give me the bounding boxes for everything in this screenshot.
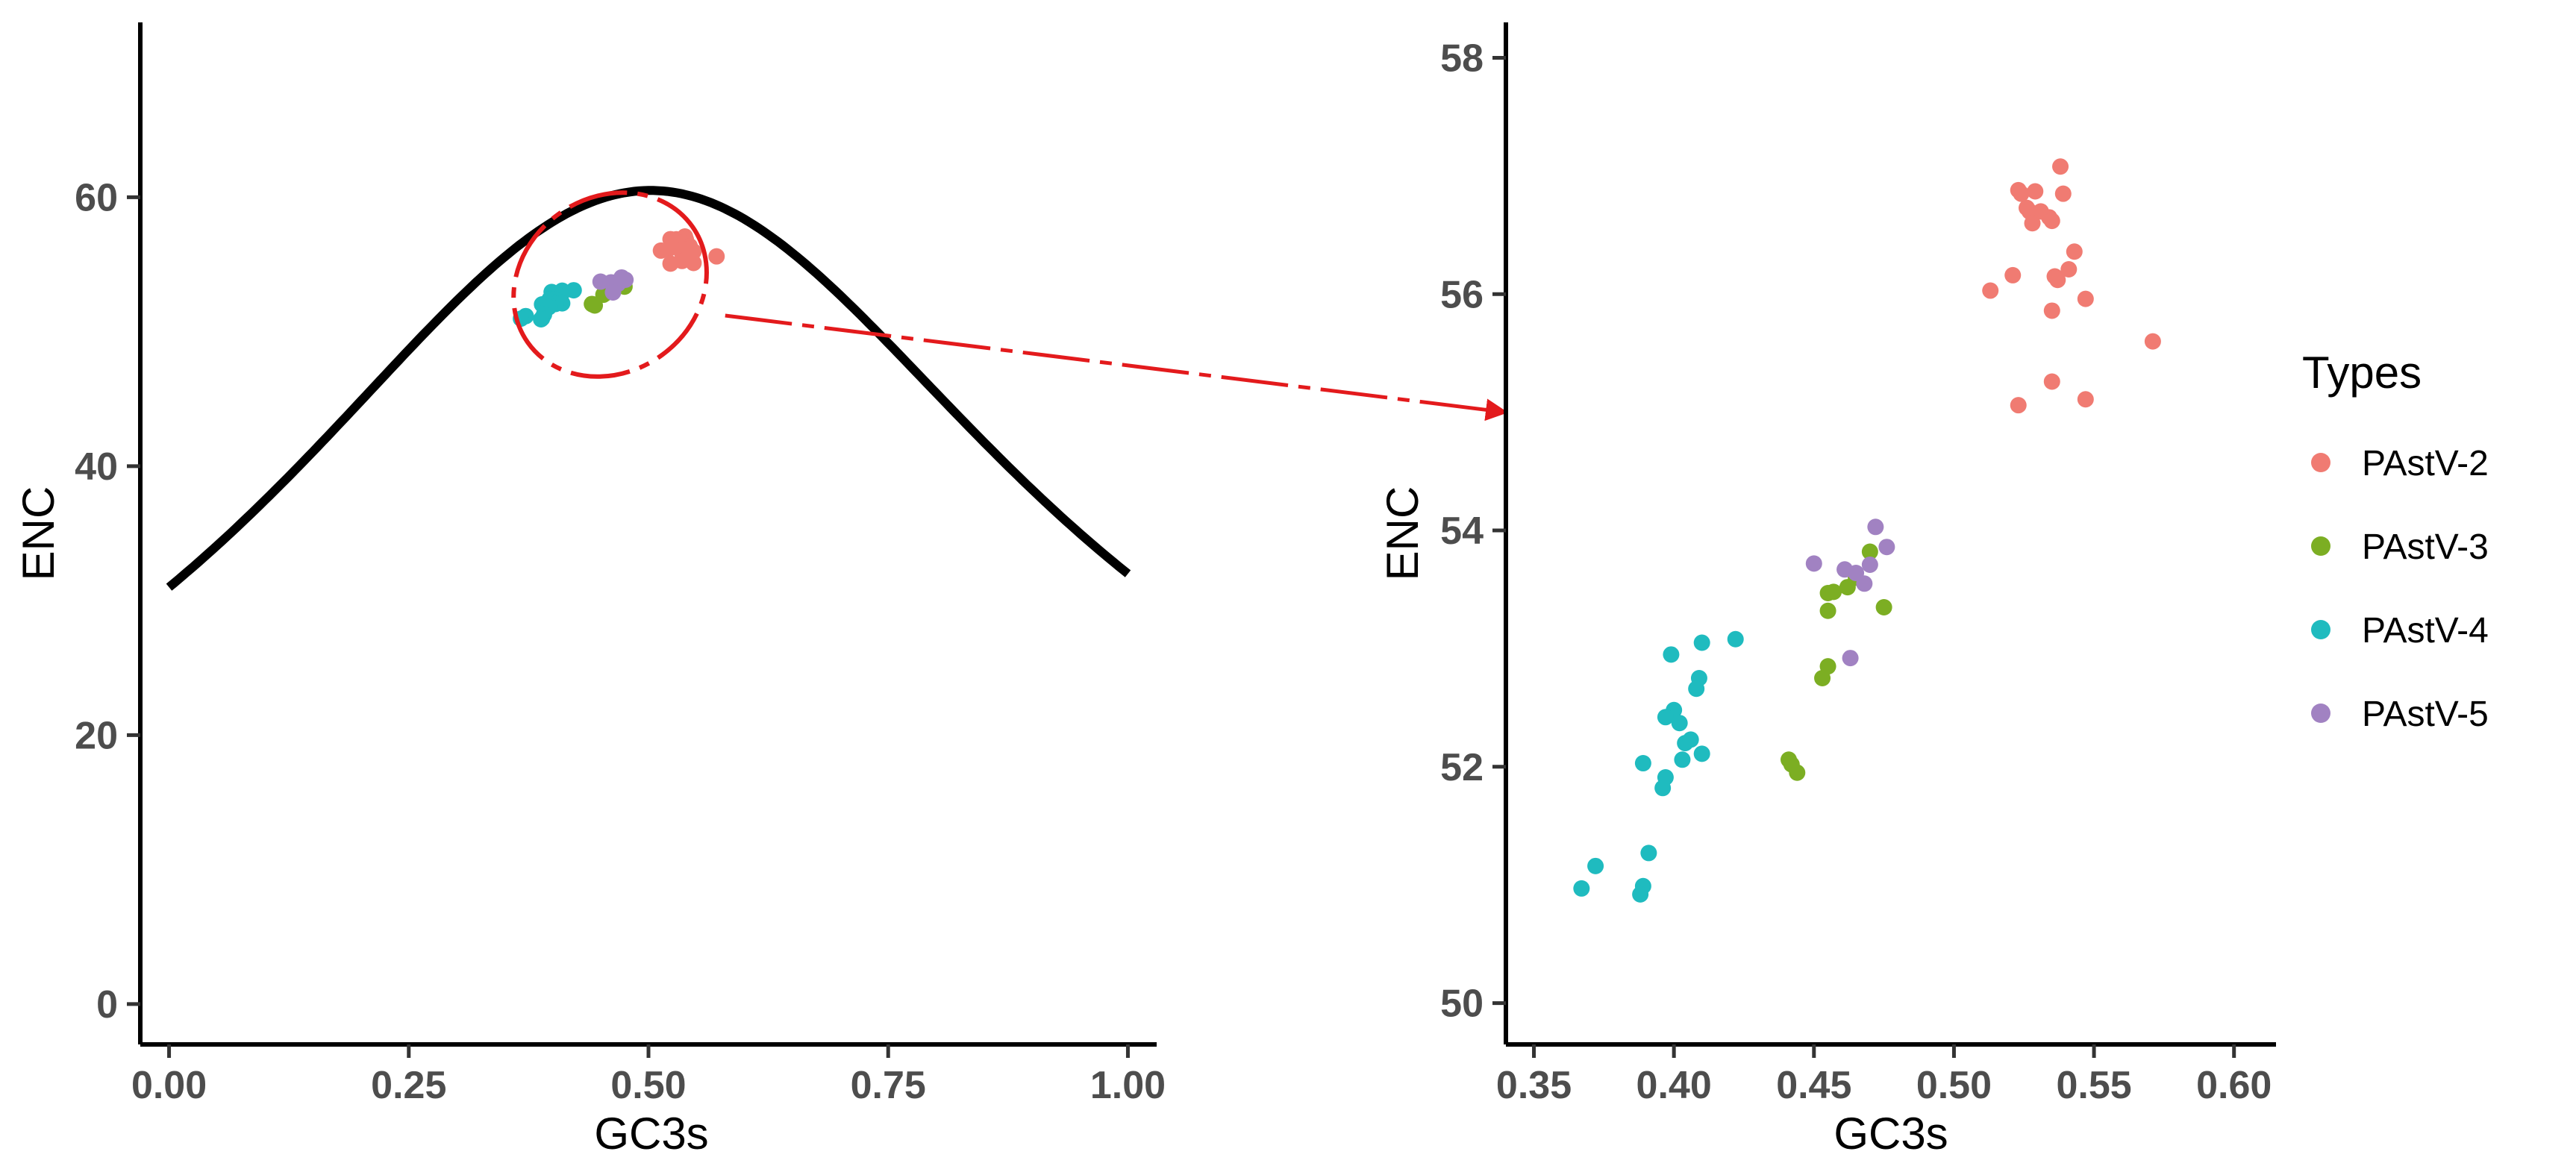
panel-2-point-pastv-2 <box>2144 333 2161 350</box>
panel-2-x-tick-label: 0.40 <box>1636 1064 1712 1107</box>
panel-2-y-tick-label: 56 <box>1440 273 1484 316</box>
panel-2-x-tick-label: 0.50 <box>1916 1064 1992 1107</box>
panel-2-point-pastv-4 <box>1634 755 1651 772</box>
panel-1-point-pastv-3 <box>587 297 604 314</box>
highlight-ellipse <box>511 190 709 379</box>
panel-2-x-tick-label: 0.35 <box>1496 1064 1572 1107</box>
legend-key-pastv-2 <box>2311 453 2330 472</box>
panel-2-x-tick-label: 0.45 <box>1776 1064 1851 1107</box>
panel-2-point-pastv-2 <box>2043 302 2060 319</box>
panel-1-y-tick-label: 40 <box>75 445 118 489</box>
panel-2-y-tick-label: 58 <box>1440 37 1484 81</box>
panel-2-point-pastv-2 <box>2066 243 2083 260</box>
panel-2-point-pastv-2 <box>2077 290 2094 307</box>
panel-2-point-pastv-5 <box>1805 555 1822 572</box>
legend-items: PAstV-2 PAstV-3 PAstV-4 PAstV-5 <box>2311 444 2489 734</box>
panel-2-point-pastv-4 <box>1587 857 1604 874</box>
panel-2-point-pastv-4 <box>1663 646 1680 663</box>
panel-2-point-pastv-4 <box>1693 634 1710 651</box>
panel-1-point-pastv-2 <box>660 240 677 257</box>
panel-2-point-pastv-3 <box>1814 670 1831 687</box>
panel-2-point-pastv-3 <box>1825 583 1842 601</box>
zoom-arrow <box>725 313 1508 422</box>
legend-title: Types <box>2302 348 2422 398</box>
panel-2-ticks: 0.35 0.40 0.45 0.50 0.55 0.60 50 52 54 56 58 <box>1440 37 2272 1107</box>
panel-2-point-pastv-4 <box>1657 709 1674 726</box>
panel-2-point-pastv-2 <box>2052 158 2069 175</box>
panel-2-point-pastv-4 <box>1727 630 1744 648</box>
panel-2-x-tick-label: 0.60 <box>2196 1064 2272 1107</box>
panel-2-point-pastv-4 <box>1674 751 1691 768</box>
panel-1-y-tick-label: 20 <box>75 714 118 757</box>
legend-label-pastv-4: PAstV-4 <box>2362 611 2489 651</box>
panel-1-x-tick-label: 1.00 <box>1090 1064 1166 1107</box>
legend-key-pastv-5 <box>2311 703 2330 723</box>
panel-1-x-axis-title: GC3s <box>594 1109 708 1159</box>
legend-label-pastv-5: PAstV-5 <box>2362 695 2489 734</box>
panel-1-points <box>513 228 725 328</box>
panel-2-point-pastv-4 <box>1682 731 1699 748</box>
legend-label-pastv-2: PAstV-2 <box>2362 444 2489 483</box>
panel-2-y-tick-label: 54 <box>1440 510 1484 553</box>
panel-2-point-pastv-4 <box>1671 715 1688 732</box>
panel-1-point-pastv-5 <box>604 283 622 301</box>
panel-1-point-pastv-2 <box>708 248 725 265</box>
panel-2-point-pastv-5 <box>1861 556 1878 573</box>
expected-enc-curve <box>166 186 1131 591</box>
panel-2-x-axis-title: GC3s <box>1833 1109 1948 1159</box>
panel-2-point-pastv-2 <box>1982 282 1999 299</box>
panel-1-x-tick-label: 0.50 <box>610 1064 686 1107</box>
panel-2-y-tick-label: 52 <box>1440 746 1484 789</box>
panel-2-point-pastv-2 <box>2013 185 2030 202</box>
panel-2-point-pastv-3 <box>1789 764 1806 781</box>
legend-label-pastv-3: PAstV-3 <box>2362 527 2489 567</box>
panel-2-point-pastv-2 <box>2043 373 2060 390</box>
legend: Types PAstV-2 PAstV-3 PAstV-4 PAstV-5 <box>2302 348 2489 734</box>
panel-1-point-pastv-4 <box>533 311 550 328</box>
legend-key-pastv-4 <box>2311 620 2330 639</box>
panel-1-x-tick-label: 0.75 <box>851 1064 926 1107</box>
panel-2-point-pastv-2 <box>2049 272 2066 289</box>
panel-1-point-pastv-4 <box>565 282 582 299</box>
panel-2-point-pastv-4 <box>1688 680 1705 698</box>
panel-2-points <box>1573 158 2161 903</box>
panel-2-point-pastv-5 <box>1856 575 1873 592</box>
panel-2-y-axis-title: ENC <box>1378 486 1428 581</box>
panel-2-point-pastv-3 <box>1819 602 1836 619</box>
panel-2-point-pastv-5 <box>1842 650 1859 667</box>
panel-2-point-pastv-2 <box>2077 391 2094 408</box>
panel-1-ticks: 0.00 0.25 0.50 0.75 1.00 0 20 40 60 <box>75 176 1166 1107</box>
panel-2-point-pastv-5 <box>1867 518 1884 536</box>
legend-key-pastv-3 <box>2311 536 2330 556</box>
panel-1-y-axis-title: ENC <box>13 486 63 581</box>
panel-2-point-pastv-4 <box>1640 844 1657 862</box>
panel-2-point-pastv-2 <box>2043 213 2060 230</box>
panel-2-point-pastv-2 <box>2054 185 2072 202</box>
panel-2-point-pastv-2 <box>2010 397 2027 414</box>
panel-2-point-pastv-2 <box>2024 215 2041 232</box>
panel-1-y-tick-label: 60 <box>75 176 118 219</box>
panel-2-y-tick-label: 50 <box>1440 983 1484 1026</box>
panel-1: 0.00 0.25 0.50 0.75 1.00 0 20 40 60 GC3s ENC <box>13 22 1166 1159</box>
panel-2-point-pastv-3 <box>1875 598 1892 615</box>
panel-2-point-pastv-2 <box>2027 183 2044 200</box>
panel-2-point-pastv-4 <box>1654 780 1672 797</box>
panel-2-point-pastv-2 <box>2060 261 2078 278</box>
panel-2-point-pastv-4 <box>1573 880 1590 897</box>
panel-1-point-pastv-2 <box>685 254 702 272</box>
panel-2-point-pastv-4 <box>1693 745 1710 762</box>
panel-1-x-tick-label: 0.25 <box>371 1064 446 1107</box>
panel-2-x-tick-label: 0.55 <box>2056 1064 2131 1107</box>
panel-2-point-pastv-2 <box>2004 266 2022 283</box>
panel-2-point-pastv-3 <box>1861 543 1878 560</box>
panel-2-point-pastv-4 <box>1632 886 1649 903</box>
panel-2-point-pastv-5 <box>1878 539 1895 556</box>
panel-1-y-tick-label: 0 <box>96 983 118 1027</box>
panel-1-x-tick-label: 0.00 <box>131 1064 207 1107</box>
